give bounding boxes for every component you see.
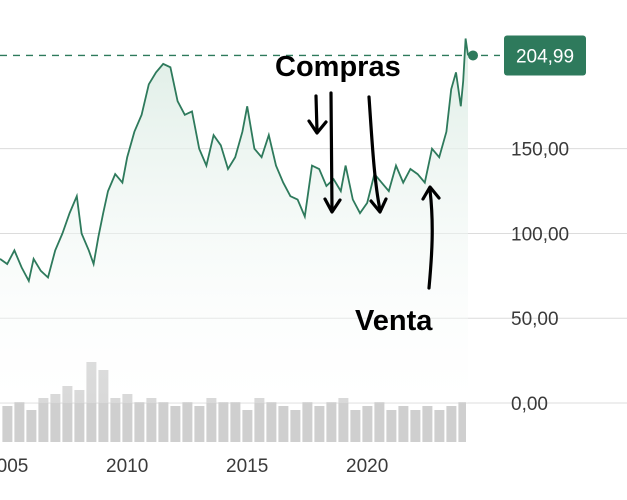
volume-bar xyxy=(386,410,397,442)
volume-bar xyxy=(338,398,349,442)
volume-bar xyxy=(170,406,181,442)
volume-bar xyxy=(26,410,37,442)
volume-bar xyxy=(434,410,445,442)
volume-bar xyxy=(62,386,73,442)
price-line xyxy=(0,38,469,284)
volume-bar xyxy=(2,406,13,442)
last-price-label: 204,99 xyxy=(516,46,574,67)
y-tick-label: 0,00 xyxy=(511,394,548,415)
volume-bar xyxy=(218,402,229,442)
volume-bar xyxy=(350,410,361,442)
x-tick-label: 2015 xyxy=(226,456,268,477)
compras-annotation: Compras xyxy=(275,51,401,83)
volume-bar xyxy=(230,402,241,442)
volume-bar xyxy=(374,402,385,442)
last-price-dot xyxy=(468,50,478,61)
y-tick-label: 150,00 xyxy=(511,140,569,161)
volume-bar xyxy=(74,390,85,442)
compras-arrow-3 xyxy=(367,95,388,214)
volume-bar xyxy=(206,398,217,442)
volume-bar xyxy=(410,410,421,442)
volume-bar xyxy=(50,394,61,442)
volume-bar xyxy=(254,398,265,442)
compras-arrow-2 xyxy=(323,91,342,214)
volume-bar xyxy=(458,402,466,442)
volume-bar xyxy=(158,402,169,442)
y-tick-label: 100,00 xyxy=(511,224,569,245)
volume-bar xyxy=(98,370,109,442)
y-tick-label: 50,00 xyxy=(511,309,559,330)
volume-bar xyxy=(122,394,133,442)
volume-bar xyxy=(194,406,205,442)
volume-bars xyxy=(2,362,466,442)
price-area xyxy=(0,38,468,403)
x-tick-label: 2020 xyxy=(346,456,388,477)
volume-bar xyxy=(362,406,373,442)
volume-bar xyxy=(182,402,193,442)
volume-bar xyxy=(290,410,301,442)
volume-bar xyxy=(326,402,337,442)
venta-arrow xyxy=(421,185,441,290)
volume-bar xyxy=(422,406,433,442)
x-tick-label: 2005 xyxy=(0,456,28,477)
volume-bar xyxy=(398,406,409,442)
volume-bar xyxy=(110,398,121,442)
volume-bar xyxy=(146,398,157,442)
volume-bar xyxy=(302,402,313,442)
compras-arrow-1 xyxy=(307,94,328,135)
volume-bar xyxy=(446,406,457,442)
y-axis-labels: 150,00 100,00 50,00 0,00 xyxy=(511,140,569,415)
volume-bar xyxy=(38,398,49,442)
volume-bar xyxy=(242,410,253,442)
last-price-badge: 204,99 xyxy=(504,35,586,76)
volume-bar xyxy=(266,402,277,442)
volume-bar xyxy=(14,402,25,442)
venta-annotation: Venta xyxy=(355,305,433,337)
x-tick-label: 2010 xyxy=(106,456,148,477)
x-axis-labels: 2005 2010 2015 2020 xyxy=(0,456,388,477)
volume-bar xyxy=(134,402,145,442)
volume-bar xyxy=(278,406,289,442)
volume-bar xyxy=(314,406,325,442)
